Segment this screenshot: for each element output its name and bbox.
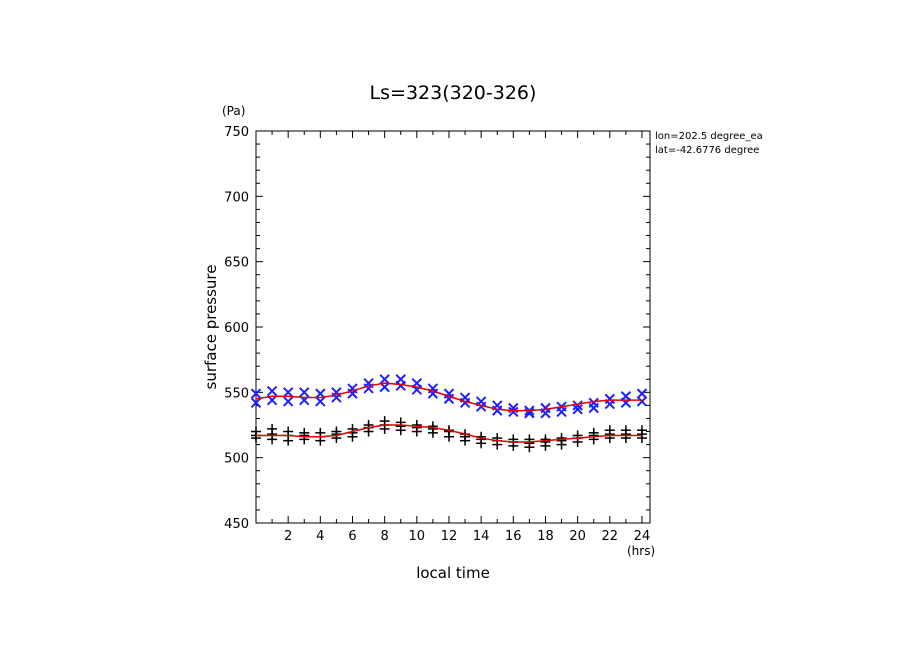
x-stroke [266, 385, 278, 397]
data-point-x [315, 396, 326, 407]
y-unit-label: (Pa) [222, 104, 245, 118]
x-stroke [588, 402, 599, 414]
data-point-plus [411, 422, 422, 433]
y-tick-label: 500 [224, 452, 249, 467]
y-tick-label: 600 [224, 321, 249, 336]
x-axis-title: local time [416, 564, 490, 582]
x-stroke [282, 387, 294, 398]
data-point-plus [524, 438, 535, 449]
x-tick-label: 24 [634, 529, 651, 544]
data-point-x [250, 388, 262, 399]
data-point-x [395, 380, 406, 392]
y-tick-label: 700 [224, 190, 249, 205]
data-point-plus [636, 429, 647, 440]
x-tick-label: 14 [473, 529, 490, 544]
x-stroke [299, 387, 310, 398]
x-stroke [250, 397, 262, 408]
x-tick-label: 12 [441, 529, 458, 544]
data-point-plus [476, 434, 487, 445]
x-tick-label: 8 [381, 529, 389, 544]
x-stroke [604, 398, 616, 410]
x-stroke [508, 406, 519, 418]
data-point-x [572, 404, 583, 415]
x-stroke [475, 401, 487, 412]
x-tick-label: 10 [409, 529, 426, 544]
data-point-plus [540, 436, 551, 447]
x-stroke [636, 396, 648, 407]
data-point-plus [267, 429, 278, 440]
x-tick-label: 2 [284, 529, 292, 544]
x-tick-label: 18 [537, 529, 554, 544]
data-point-x [588, 402, 599, 414]
x-stroke [379, 374, 390, 385]
x-stroke [492, 405, 503, 416]
x-stroke [266, 394, 278, 406]
data-point-plus [395, 421, 406, 432]
data-point-x [636, 396, 648, 407]
x-stroke [443, 393, 455, 405]
data-point-plus [620, 429, 631, 440]
x-stroke [556, 406, 567, 418]
data-point-plus [427, 423, 438, 434]
y-tick-label: 550 [224, 386, 249, 401]
data-point-plus [556, 435, 567, 446]
data-point-x [379, 374, 390, 385]
data-point-x [299, 387, 310, 398]
x-stroke [459, 397, 471, 408]
data-point-plus [588, 430, 599, 441]
x-stroke [250, 388, 262, 399]
data-point-x [492, 405, 503, 416]
x-tick-label: 20 [569, 529, 586, 544]
y-tick-label: 450 [224, 517, 249, 532]
x-stroke [636, 388, 648, 399]
x-stroke [572, 400, 583, 411]
x-stroke [282, 396, 294, 407]
data-marks [250, 374, 648, 453]
x-stroke [315, 396, 326, 407]
data-point-x [250, 397, 262, 408]
data-point-x [282, 396, 294, 407]
y-axis-title: surface pressure [202, 265, 220, 390]
data-point-x [508, 406, 519, 418]
y-tick-label: 650 [224, 256, 249, 271]
data-point-x [282, 387, 294, 398]
data-point-x [556, 406, 567, 418]
data-point-x [475, 401, 487, 412]
x-tick-label: 4 [316, 529, 324, 544]
info-longitude: lon=202.5 degree_ea [655, 131, 763, 142]
x-tick-label: 22 [602, 529, 619, 544]
data-point-x [266, 385, 278, 397]
info-latitude: lat=-42.6776 degree [655, 145, 759, 156]
data-point-plus [299, 430, 310, 441]
plot-frame [255, 130, 651, 524]
x-unit-label: (hrs) [627, 544, 655, 558]
x-stroke [395, 380, 406, 392]
x-stroke [427, 388, 439, 399]
y-tick-label: 750 [224, 125, 249, 140]
chart-title: Ls=323(320-326) [370, 82, 537, 104]
x-stroke [315, 388, 326, 399]
x-stroke [572, 404, 583, 415]
x-tick-label: 16 [505, 529, 522, 544]
fit-line [256, 424, 642, 443]
x-stroke [540, 408, 551, 419]
fit-line [255, 382, 642, 412]
x-tick-label: 6 [348, 529, 356, 544]
x-stroke [411, 384, 423, 395]
data-point-plus [604, 429, 615, 440]
data-point-x [572, 400, 583, 411]
data-point-x [636, 388, 648, 399]
